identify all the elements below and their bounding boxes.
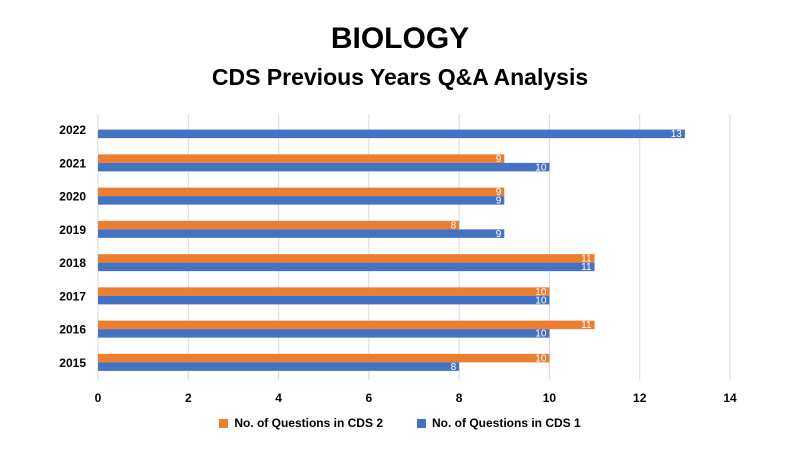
- x-tick-label: 10: [543, 391, 557, 405]
- y-tick-label: 2022: [59, 123, 86, 137]
- legend-label-cds2: No. of Questions in CDS 2: [234, 416, 383, 430]
- x-tick-label: 12: [633, 391, 647, 405]
- legend-item-cds2: No. of Questions in CDS 2: [219, 416, 383, 430]
- chart-title: BIOLOGY: [330, 22, 470, 55]
- legend-swatch-cds1: [417, 418, 426, 428]
- x-tick-label: 6: [366, 391, 373, 405]
- bar: [98, 187, 505, 197]
- data-label: 11: [581, 320, 592, 331]
- bar: [98, 196, 505, 205]
- legend-label-cds1: No. of Questions in CDS 1: [432, 416, 581, 430]
- legend-swatch-cds2: [219, 418, 229, 428]
- data-label: 9: [496, 196, 502, 207]
- bar: [98, 353, 550, 363]
- data-label: 10: [535, 295, 547, 306]
- bar: [98, 220, 460, 230]
- data-label: 9: [496, 187, 502, 198]
- data-label: 9: [496, 229, 502, 240]
- bar: [98, 129, 685, 139]
- bar: [98, 154, 505, 163]
- bar: [98, 262, 595, 272]
- y-tick-label: 2016: [59, 323, 86, 337]
- y-tick-label: 2018: [59, 256, 86, 270]
- data-label: 10: [535, 353, 547, 364]
- bar: [98, 162, 550, 172]
- data-label: 13: [671, 129, 683, 140]
- data-label: 10: [535, 162, 547, 173]
- data-label: 11: [581, 262, 592, 273]
- y-tick-label: 2015: [59, 356, 86, 370]
- x-tick-label: 8: [456, 391, 463, 405]
- x-tick-label: 0: [95, 391, 102, 405]
- y-tick-label: 2021: [59, 156, 86, 170]
- bar: [98, 362, 460, 371]
- data-label: 8: [451, 362, 457, 373]
- data-label: 9: [496, 154, 502, 165]
- data-label: 10: [535, 287, 547, 298]
- data-label: 8: [451, 220, 457, 231]
- bar: [98, 329, 550, 338]
- bar: [98, 295, 550, 305]
- x-tick-label: 2: [185, 391, 192, 405]
- y-tick-label: 2020: [59, 190, 86, 204]
- x-tick-label: 14: [723, 391, 737, 405]
- bar: [98, 254, 595, 263]
- bar: [98, 229, 505, 238]
- bar: [98, 287, 550, 296]
- x-tick-label: 4: [275, 391, 282, 405]
- legend-item-cds1: No. of Questions in CDS 1: [417, 416, 581, 430]
- data-label: 11: [581, 254, 592, 265]
- data-label: 10: [535, 329, 547, 340]
- y-tick-label: 2019: [59, 223, 86, 237]
- chart-subtitle: CDS Previous Years Q&A Analysis: [211, 64, 589, 90]
- y-tick-label: 2017: [59, 289, 86, 303]
- bar: [98, 320, 595, 330]
- legend: No. of Questions in CDS 2 No. of Questio…: [0, 416, 800, 430]
